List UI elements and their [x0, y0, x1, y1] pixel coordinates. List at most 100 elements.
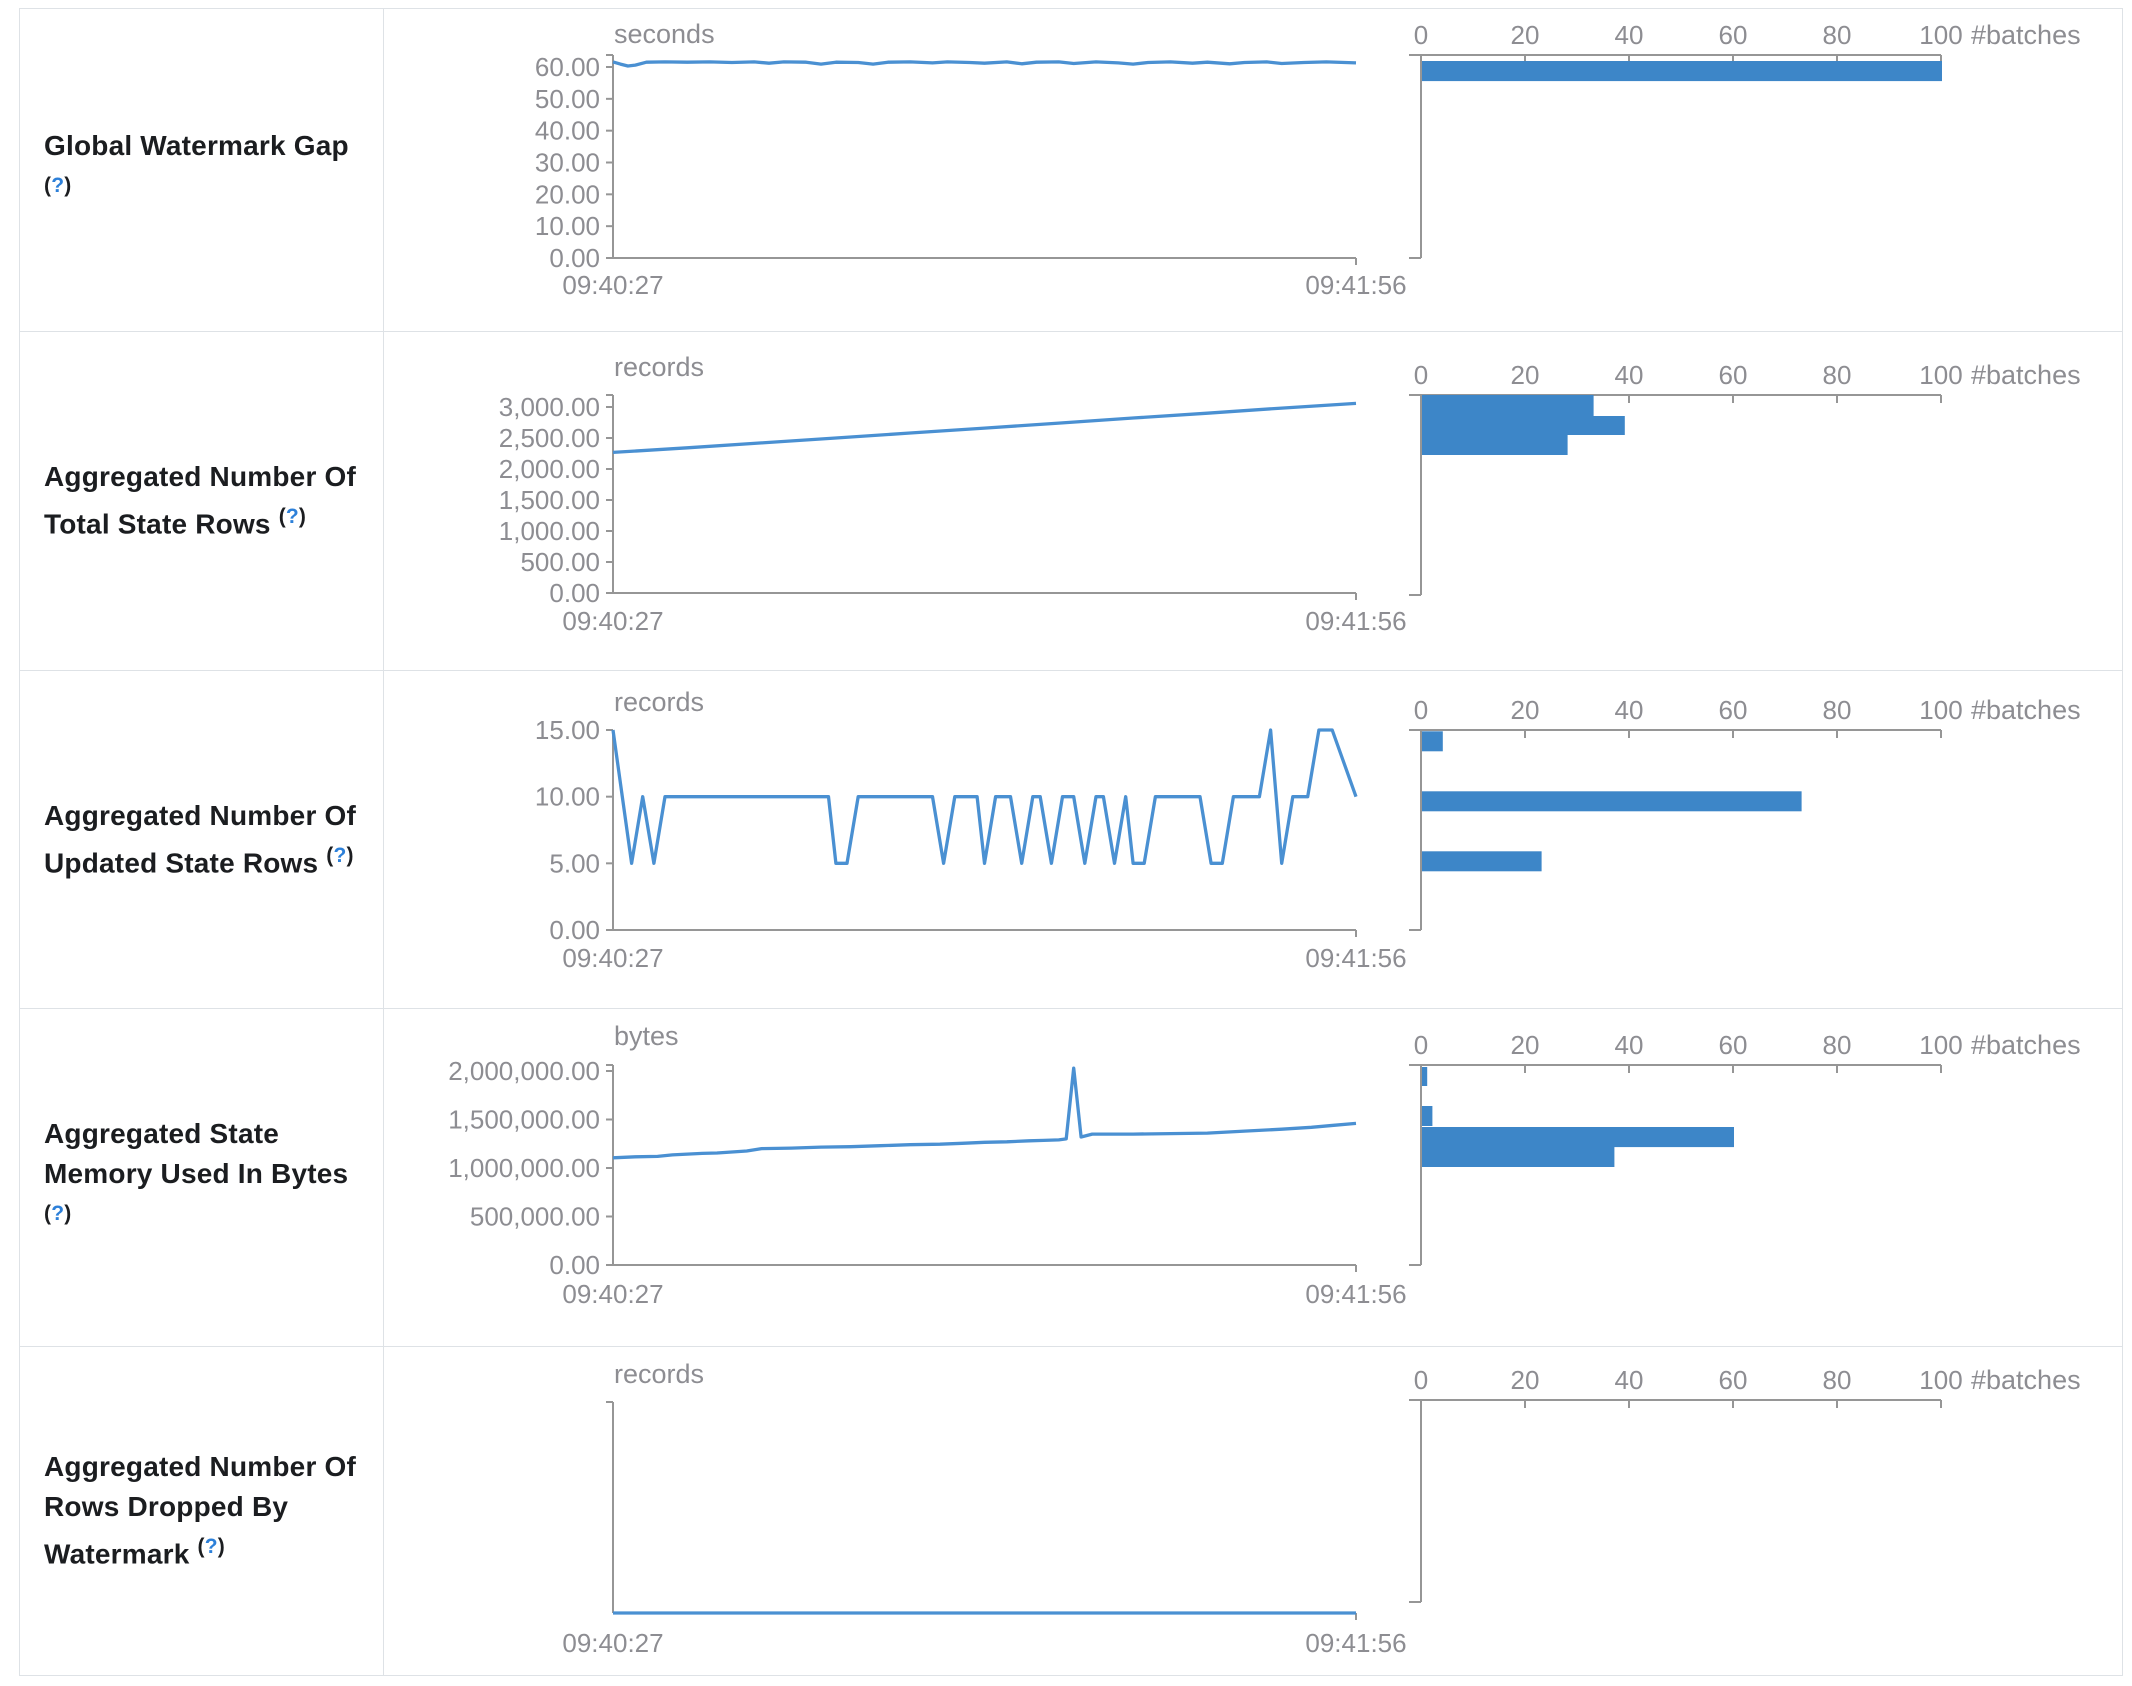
hist-x-tick-label: 80: [1823, 1030, 1852, 1060]
hist-unit-label: #batches: [1971, 1365, 2081, 1395]
chart-cell: bytes 2,000,000.00 1,500,000.00 1,000,000.0…: [384, 1009, 2122, 1346]
hist-x-tick-label: 100: [1919, 695, 1962, 725]
timeline-series: [612, 60, 1357, 68]
metric-label: Aggregated Number Of Rows Dropped By Wat…: [44, 1447, 359, 1574]
help-link[interactable]: ?: [204, 1535, 218, 1559]
hist-bar: [1422, 791, 1802, 812]
help-link[interactable]: ?: [51, 1201, 65, 1225]
y-tick-label: 1,500,000.00: [448, 1105, 600, 1135]
help-paren-open: (: [44, 1201, 52, 1225]
hist-bar: [1422, 731, 1443, 752]
y-tick-label: 20.00: [535, 179, 600, 209]
metric-label-text: Global Watermark Gap: [44, 130, 349, 162]
metric-label: Aggregated Number Of Total State Rows (?…: [44, 457, 359, 544]
hist-x-tick-label: 100: [1919, 1365, 1962, 1395]
y-tick-label: 0.00: [549, 1250, 600, 1280]
hist-x-tick-label: 20: [1511, 1030, 1540, 1060]
y-axis-unit-label: records: [614, 1359, 704, 1389]
hist-unit-label: #batches: [1971, 1030, 2081, 1060]
hist-x-tick-label: 60: [1719, 695, 1748, 725]
help-paren-close: ): [64, 174, 72, 198]
metric-row: Aggregated Number Of Total State Rows (?…: [20, 332, 2122, 671]
hist-x-tick-label: 100: [1919, 1030, 1962, 1060]
timeline-and-histogram-chart: records3,000.002,500.002,000.001,500.001…: [499, 352, 2081, 636]
x-end-label: 09:41:56: [1305, 606, 1406, 636]
y-tick-label: 0.00: [549, 915, 600, 945]
y-tick-label: 500,000.00: [470, 1202, 600, 1232]
hist-bar: [1422, 416, 1625, 435]
hist-x-tick-label: 80: [1823, 1365, 1852, 1395]
metric-row: Aggregated Number Of Updated State Rows …: [20, 671, 2122, 1009]
help-link[interactable]: ?: [285, 505, 299, 529]
timeline-series: [612, 401, 1357, 455]
metric-label-cell: Aggregated Number Of Updated State Rows …: [20, 671, 384, 1008]
y-tick-label: 2,500.00: [499, 423, 600, 453]
hist-bar: [1422, 435, 1568, 455]
y-tick-label: 15.00: [535, 715, 600, 745]
y-axis-unit-label: records: [614, 687, 704, 717]
hist-x-tick-label: 0: [1414, 20, 1428, 50]
y-axis-unit-label: bytes: [614, 1021, 679, 1051]
help-paren-open: (: [197, 1535, 205, 1559]
y-tick-label: 500.00: [520, 547, 600, 577]
x-end-label: 09:41:56: [1305, 943, 1406, 973]
timeline-series: [611, 728, 1358, 865]
metric-label-text: Aggregated Number Of Updated State Rows: [44, 799, 357, 879]
timeline-and-histogram-chart: seconds 60.0050.0040.0030.0020.0010.000.0…: [535, 19, 2081, 300]
hist-x-tick-label: 40: [1615, 1030, 1644, 1060]
hist-bar: [1422, 1127, 1734, 1148]
metric-label-text: Aggregated Number Of Rows Dropped By Wat…: [44, 1451, 357, 1570]
y-tick-label: 2,000,000.00: [448, 1056, 600, 1086]
metric-label: Aggregated Number Of Updated State Rows …: [44, 796, 359, 883]
metric-label-cell: Aggregated Number Of Rows Dropped By Wat…: [20, 1347, 384, 1675]
hist-x-tick-label: 20: [1511, 20, 1540, 50]
hist-x-tick-label: 20: [1511, 360, 1540, 390]
y-tick-label: 0.00: [549, 243, 600, 273]
y-tick-label: 0.00: [549, 578, 600, 608]
hist-x-tick-label: 40: [1615, 360, 1644, 390]
hist-unit-label: #batches: [1971, 20, 2081, 50]
chart-cell: seconds 60.00 50.00 40.00 30.00 20.00 10.00 0.0…: [384, 9, 2122, 331]
chart-cell: records 15.00 10.00 5.00 0.00 09:40:27 09:41:5…: [384, 671, 2122, 1008]
y-tick-label: 10.00: [535, 211, 600, 241]
help-paren-open: (: [326, 843, 334, 867]
y-tick-label: 10.00: [535, 782, 600, 812]
y-tick-label: 50.00: [535, 84, 600, 114]
metric-label: Aggregated State Memory Used In Bytes (?…: [44, 1114, 359, 1241]
hist-x-tick-label: 100: [1919, 20, 1962, 50]
hist-bar: [1422, 395, 1594, 416]
hist-x-tick-label: 100: [1919, 360, 1962, 390]
help-link[interactable]: ?: [51, 174, 65, 198]
y-tick-label: 1,000.00: [499, 516, 600, 546]
y-tick-label: 60.00: [535, 52, 600, 82]
x-start-label: 09:40:27: [562, 1279, 663, 1309]
hist-bar: [1422, 851, 1542, 872]
hist-x-tick-label: 60: [1719, 1365, 1748, 1395]
hist-x-tick-label: 40: [1615, 1365, 1644, 1395]
metric-label-text: Aggregated State Memory Used In Bytes: [44, 1117, 349, 1189]
hist-unit-label: #batches: [1971, 360, 2081, 390]
help-paren-open: (: [278, 505, 286, 529]
timeline-and-histogram-chart: bytes 2,000,000.00 1,500,000.00 1,000,000.0…: [448, 1021, 2081, 1309]
x-start-label: 09:40:27: [562, 943, 663, 973]
hist-x-tick-label: 0: [1414, 695, 1428, 725]
help-link[interactable]: ?: [333, 843, 347, 867]
x-end-label: 09:41:56: [1305, 270, 1406, 300]
chart-cell: records 3,000.00 2,500.00 2,000.00 1,500.00 1…: [384, 332, 2122, 670]
hist-x-tick-label: 40: [1615, 695, 1644, 725]
y-tick-label: 30.00: [535, 148, 600, 178]
y-tick-label: 1,500.00: [499, 485, 600, 515]
chart-cell: records 09:40:27 09:41:56 0 20 40 60 80 100 #batc…: [384, 1347, 2122, 1675]
metric-row: Global Watermark Gap (?) seconds 60.00 50.…: [20, 9, 2122, 332]
help-paren-open: (: [44, 174, 52, 198]
y-tick-label: 40.00: [535, 116, 600, 146]
hist-x-tick-label: 0: [1414, 360, 1428, 390]
metric-row: Aggregated Number Of Rows Dropped By Wat…: [20, 1347, 2122, 1676]
hist-bar: [1422, 1067, 1428, 1086]
hist-x-tick-label: 20: [1511, 1365, 1540, 1395]
y-axis-unit-label: records: [614, 352, 704, 382]
hist-x-tick-label: 60: [1719, 1030, 1748, 1060]
y-tick-label: 1,000,000.00: [448, 1153, 600, 1183]
